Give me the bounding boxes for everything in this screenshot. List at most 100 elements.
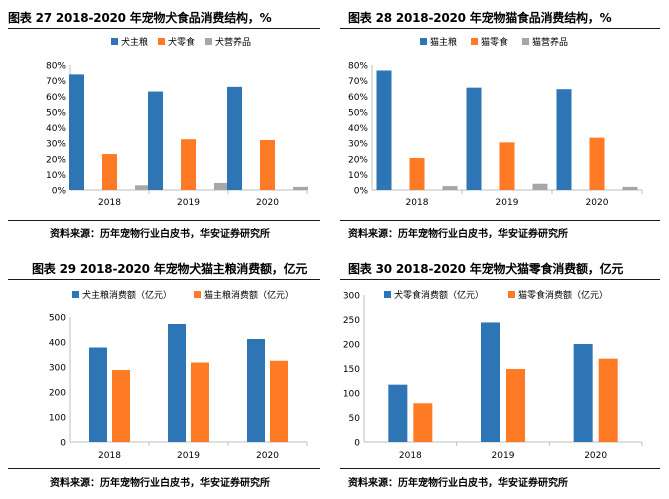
legend-label: 猫零食 (481, 36, 508, 48)
bar-series2 (506, 368, 525, 442)
x-tick-label: 2018 (399, 451, 422, 461)
y-tick-label: 50 (349, 414, 361, 424)
bar-chart: 0 50 100 150 200 250 300 2018 2019 2020 犬零食消费额（亿元）… (343, 289, 643, 461)
y-tick-label: 20% (46, 155, 66, 165)
y-tick-label: 30% (46, 140, 66, 150)
legend-swatch (420, 38, 427, 45)
bar-chart: 0% 10% 20% 30% 40% 50% 60% 70% 80% 2018 2019 2020 猫主… (348, 36, 643, 208)
bar-series3 (135, 185, 150, 190)
legend-swatch (471, 38, 478, 45)
legend-label: 猫营养品 (532, 36, 568, 48)
y-tick-label: 0% (52, 187, 67, 197)
y-tick-label: 50% (348, 108, 368, 118)
y-tick-label: 500 (49, 314, 66, 324)
x-tick-label: 2020 (584, 451, 607, 461)
bar-chart: 0 100 200 300 400 500 2018 2019 2020 犬主粮消费额（亿元） 猫主… (49, 289, 308, 461)
y-tick-label: 0% (354, 187, 369, 197)
chart-panel-27: 图表 27 2018-2020 年宠物犬食品消费结构，% 0% 10% 20% 30%… (0, 0, 320, 245)
legend-label: 猫主粮消费额（亿元） (204, 289, 294, 301)
bar-series3 (293, 186, 308, 190)
y-tick-label: 40% (348, 124, 368, 134)
legend-label: 犬零食 (168, 36, 195, 48)
y-tick-label: 100 (343, 390, 360, 400)
bar-series2 (589, 137, 605, 190)
bar-series1 (247, 339, 265, 442)
bar-series1 (148, 91, 163, 190)
title-rule (8, 28, 320, 29)
bar-series1 (168, 324, 186, 442)
y-tick-label: 40% (46, 124, 66, 134)
bar-series2 (413, 403, 433, 442)
x-tick-label: 2020 (256, 451, 279, 461)
source-rule (340, 468, 660, 469)
y-tick-label: 400 (49, 339, 66, 349)
legend-label: 犬主粮 (121, 36, 148, 48)
title-rule (8, 279, 320, 280)
source-note: 资料来源：历年宠物行业白皮书，华安证券研究所 (50, 478, 270, 489)
y-tick-label: 70% (46, 77, 66, 87)
x-tick-label: 2019 (496, 198, 519, 208)
x-tick-label: 2019 (177, 451, 200, 461)
bar-series1 (89, 347, 107, 442)
legend-label: 猫零食消费额（亿元） (518, 289, 608, 301)
chart-title: 图表 28 2018-2020 年宠物猫食品消费结构，% (348, 11, 612, 25)
y-tick-label: 0 (60, 439, 66, 449)
chart-panel-30: 图表 30 2018-2020 年宠物犬猫零食消费额，亿元 0 50 100 150 2… (340, 255, 660, 499)
title-rule (340, 28, 660, 29)
legend-swatch (205, 38, 212, 45)
x-tick-label: 2018 (98, 451, 121, 461)
bar-series1 (69, 74, 84, 190)
legend-swatch (384, 291, 391, 298)
bar-series2 (112, 370, 130, 442)
x-tick-label: 2020 (586, 198, 609, 208)
bar-series2 (409, 157, 425, 190)
chart-panel-29: 图表 29 2018-2020 年宠物犬猫主粮消费额，亿元 0 100 200 300… (0, 255, 320, 499)
title-rule (340, 279, 660, 280)
bar-series2 (270, 360, 288, 442)
chart-title: 图表 29 2018-2020 年宠物犬猫主粮消费额，亿元 (32, 262, 308, 276)
y-tick-label: 200 (49, 389, 66, 399)
legend-swatch (111, 38, 118, 45)
legend-label: 猫主粮 (430, 36, 457, 48)
y-tick-label: 0 (354, 439, 360, 449)
legend-swatch (508, 291, 515, 298)
x-tick-label: 2020 (256, 198, 279, 208)
source-note: 资料来源：历年宠物行业白皮书，华安证券研究所 (348, 229, 568, 240)
y-tick-label: 300 (343, 292, 360, 302)
legend-swatch (158, 38, 165, 45)
bar-series1 (227, 86, 242, 190)
bar-series1 (466, 87, 482, 190)
bar-series1 (573, 344, 593, 442)
x-tick-label: 2018 (406, 198, 429, 208)
y-tick-label: 10% (46, 171, 66, 181)
chart-title: 图表 30 2018-2020 年宠物犬猫零食消费额，亿元 (348, 262, 624, 276)
bar-series2 (181, 139, 196, 190)
x-tick-label: 2019 (492, 451, 515, 461)
bar-series1 (481, 322, 500, 442)
y-tick-label: 70% (348, 77, 368, 87)
y-tick-label: 150 (343, 365, 360, 375)
source-note: 资料来源：历年宠物行业白皮书，华安证券研究所 (50, 229, 270, 240)
legend-label: 犬主粮消费额（亿元） (82, 289, 172, 301)
y-tick-label: 250 (343, 316, 360, 326)
bar-series1 (376, 70, 392, 190)
bar-series2 (499, 142, 515, 190)
x-tick-label: 2018 (98, 198, 121, 208)
chart-panel-28: 图表 28 2018-2020 年宠物猫食品消费结构，% 0% 10% 20% 30%… (340, 0, 660, 245)
y-tick-label: 200 (343, 341, 360, 351)
y-tick-label: 300 (49, 364, 66, 374)
bar-chart: 0% 10% 20% 30% 40% 50% 60% 70% 80% 2018 2019 2020 犬主… (46, 36, 308, 208)
bar-series3 (214, 182, 229, 190)
bar-series1 (388, 384, 408, 442)
bar-series2 (191, 362, 209, 442)
bar-series3 (442, 186, 458, 190)
source-rule (8, 220, 320, 221)
chart-title: 图表 27 2018-2020 年宠物犬食品消费结构，% (8, 11, 272, 25)
bar-series3 (532, 183, 548, 190)
y-tick-label: 80% (46, 62, 66, 72)
x-tick-label: 2019 (177, 198, 200, 208)
y-tick-label: 60% (348, 93, 368, 103)
bar-series2 (598, 358, 618, 442)
source-rule (8, 468, 320, 469)
bar-series3 (622, 186, 638, 190)
